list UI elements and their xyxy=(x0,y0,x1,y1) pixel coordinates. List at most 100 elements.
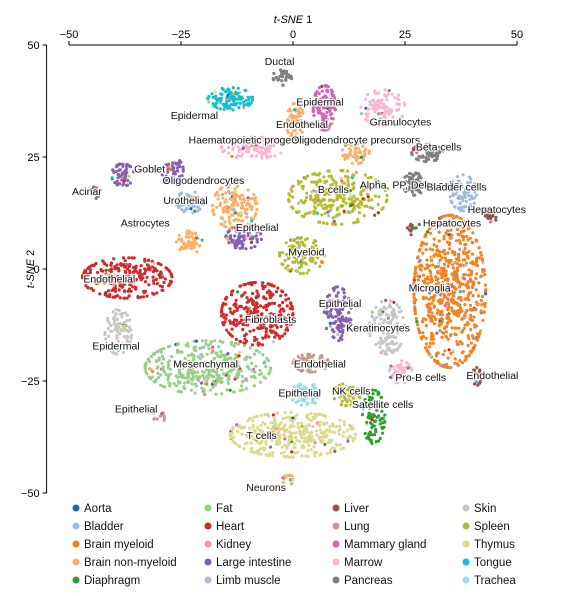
scatter-point xyxy=(274,290,279,294)
scatter-point xyxy=(325,421,329,425)
scatter-point xyxy=(291,252,295,256)
scatter-point xyxy=(325,99,329,104)
scatter-point xyxy=(168,168,173,172)
scatter-point xyxy=(281,143,285,148)
scatter-point xyxy=(121,311,125,315)
scatter-point xyxy=(247,202,251,206)
scatter-point xyxy=(317,220,321,224)
legend-swatch xyxy=(72,558,80,566)
scatter-point xyxy=(437,324,441,328)
scatter-point xyxy=(342,420,346,424)
scatter-point xyxy=(438,253,442,258)
scatter-point xyxy=(313,370,317,374)
scatter-point xyxy=(430,155,434,159)
scatter-point xyxy=(393,96,397,100)
scatter-point xyxy=(461,199,465,203)
scatter-point xyxy=(467,175,472,179)
scatter-point xyxy=(360,413,365,417)
scatter-point xyxy=(301,111,305,115)
scatter-point xyxy=(240,432,244,436)
scatter-point xyxy=(350,182,355,186)
scatter-point xyxy=(323,211,327,215)
scatter-point xyxy=(134,266,138,270)
scatter-point xyxy=(232,390,236,394)
legend-swatch xyxy=(204,576,212,584)
scatter-point xyxy=(442,248,446,252)
scatter-point xyxy=(318,420,322,424)
scatter-point xyxy=(435,331,439,335)
scatter-point xyxy=(291,195,295,199)
scatter-point xyxy=(244,89,248,93)
scatter-point xyxy=(241,152,245,156)
scatter-point xyxy=(220,186,224,190)
scatter-point xyxy=(384,312,388,316)
scatter-point xyxy=(284,416,288,420)
scatter-point xyxy=(337,339,341,343)
scatter-point xyxy=(339,403,343,407)
scatter-point xyxy=(115,336,119,340)
scatter-point xyxy=(365,436,369,440)
scatter-point xyxy=(320,89,324,93)
scatter-point xyxy=(346,210,350,214)
scatter-point xyxy=(294,246,298,250)
scatter-point xyxy=(120,315,124,319)
scatter-point xyxy=(250,154,254,158)
scatter-point xyxy=(474,288,478,292)
scatter-point xyxy=(276,286,280,290)
scatter-point xyxy=(377,104,381,108)
scatter-point xyxy=(369,433,373,437)
scatter-point xyxy=(250,361,254,365)
cluster-points xyxy=(110,162,136,187)
scatter-point xyxy=(397,102,402,106)
scatter-point xyxy=(427,351,431,355)
scatter-point xyxy=(330,177,334,181)
scatter-point xyxy=(446,356,450,360)
scatter-point xyxy=(387,112,391,116)
cluster-label: Satellite cells xyxy=(352,399,413,411)
scatter-point xyxy=(367,198,371,203)
scatter-point xyxy=(146,258,151,262)
scatter-point xyxy=(291,184,295,188)
scatter-point xyxy=(286,109,290,113)
scatter-point xyxy=(436,271,440,275)
scatter-point xyxy=(98,280,102,284)
scatter-point xyxy=(300,424,304,428)
scatter-point xyxy=(266,426,270,430)
scatter-point xyxy=(352,207,356,211)
scatter-point xyxy=(391,315,396,320)
scatter-point xyxy=(197,196,201,200)
scatter-point xyxy=(382,186,386,190)
scatter-point xyxy=(117,288,121,292)
scatter-point xyxy=(338,418,342,422)
scatter-point xyxy=(297,115,301,119)
scatter-point xyxy=(377,123,381,128)
scatter-point xyxy=(282,450,286,454)
scatter-point xyxy=(195,370,200,374)
scatter-point xyxy=(268,145,272,149)
scatter-point xyxy=(430,319,434,323)
scatter-point xyxy=(264,327,268,331)
scatter-point xyxy=(182,202,186,207)
scatter-point xyxy=(348,426,352,430)
scatter-point xyxy=(391,373,395,377)
scatter-point xyxy=(200,346,204,350)
scatter-point xyxy=(327,192,331,196)
scatter-point xyxy=(390,92,394,96)
scatter-point xyxy=(228,221,232,225)
scatter-point xyxy=(409,222,413,226)
legend-item: Spleen xyxy=(462,521,510,533)
scatter-point xyxy=(281,476,285,480)
scatter-point xyxy=(379,417,383,421)
scatter-point xyxy=(387,89,391,93)
scatter-point xyxy=(468,203,472,207)
scatter-point xyxy=(461,234,465,238)
scatter-point xyxy=(469,341,473,345)
scatter-point xyxy=(231,147,235,151)
legend-swatch xyxy=(332,558,340,566)
scatter-point xyxy=(422,317,426,321)
scatter-point xyxy=(128,181,132,185)
scatter-point xyxy=(463,273,468,277)
scatter-point xyxy=(456,184,460,188)
scatter-point xyxy=(482,208,486,213)
scatter-point xyxy=(250,141,254,145)
